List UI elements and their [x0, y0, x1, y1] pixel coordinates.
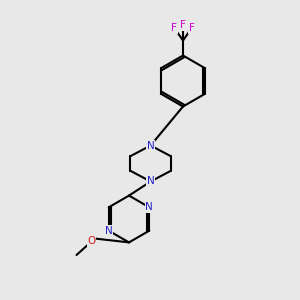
Text: O: O — [87, 236, 96, 247]
Text: N: N — [147, 140, 154, 151]
Text: N: N — [147, 176, 154, 187]
Text: F: F — [171, 23, 177, 33]
Text: N: N — [105, 226, 112, 236]
Text: F: F — [180, 20, 186, 30]
Text: N: N — [146, 202, 153, 212]
Text: F: F — [189, 23, 195, 33]
